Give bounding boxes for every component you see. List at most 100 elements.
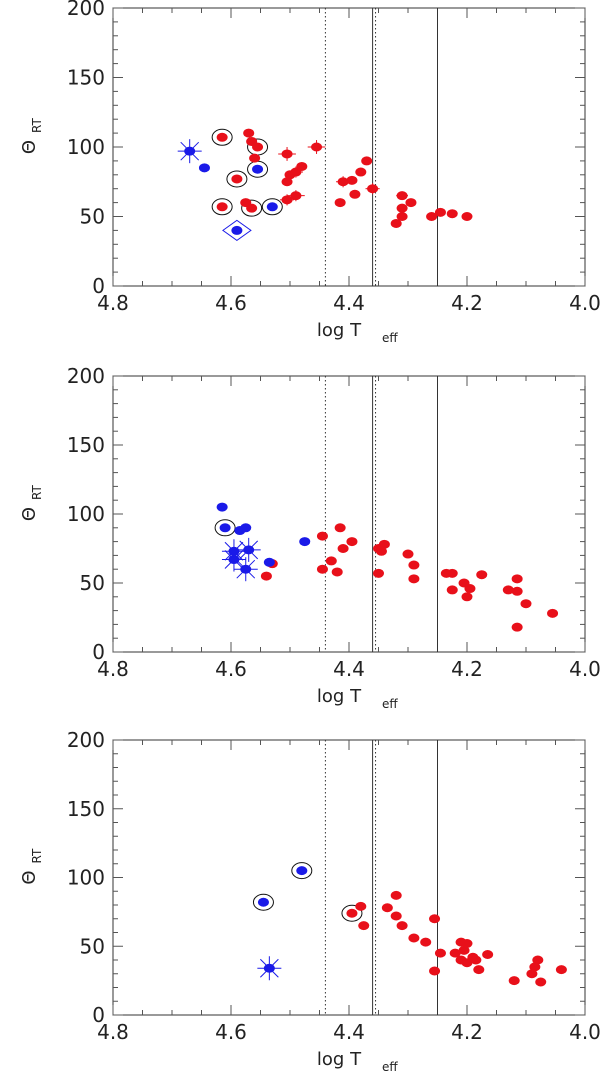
data-point [429, 966, 441, 976]
data-point [260, 571, 272, 581]
data-point [216, 132, 228, 142]
data-point [408, 933, 420, 943]
data-point [446, 209, 458, 219]
circle-marker [341, 904, 363, 922]
y-tick-label: 150 [67, 797, 105, 821]
data-point [461, 939, 473, 948]
y-axis-title-sub: RT [30, 848, 44, 863]
data-point [476, 570, 488, 580]
data-point [361, 156, 373, 166]
data-point [446, 568, 458, 578]
data-point [337, 177, 349, 187]
data-point [316, 564, 328, 574]
y-tick-label: 200 [67, 364, 105, 388]
data-point [555, 965, 567, 975]
data-point [511, 586, 523, 596]
y-axis-title: Θ [19, 870, 40, 884]
y-tick-label: 200 [67, 0, 105, 20]
data-point [426, 212, 438, 221]
y-axis-title-group: Θ RT [19, 118, 44, 155]
data-point [252, 142, 264, 152]
x-tick-label: 4.8 [97, 291, 129, 315]
circle-marker [252, 893, 274, 911]
data-point [257, 897, 269, 907]
y-axis-title-group: Θ RT [19, 485, 44, 522]
y-tick-label: 100 [67, 866, 105, 890]
data-point [473, 965, 485, 975]
y-axis-title-sub: RT [30, 118, 44, 133]
data-point [290, 191, 302, 201]
x-tick-label: 4.2 [451, 1020, 483, 1044]
data-point [547, 608, 559, 618]
data-point [390, 890, 402, 900]
data-point [367, 184, 379, 194]
data-point [408, 574, 420, 584]
data-point [240, 564, 252, 574]
data-point [429, 914, 441, 924]
y-tick-label: 200 [67, 728, 105, 752]
data-point [420, 937, 432, 947]
data-point [461, 592, 473, 602]
panel-3: 4.8 4.6 4.4 4.2 4.0 0 50 100 150 200 log T eff Θ RT [19, 728, 600, 1074]
data-point [263, 963, 275, 973]
data-point [311, 142, 323, 152]
y-tick-label: 50 [80, 571, 105, 595]
data-point [219, 523, 231, 533]
data-point [337, 544, 349, 553]
data-point [316, 531, 328, 541]
x-tick-label: 4.0 [569, 291, 600, 315]
data-point [526, 969, 538, 979]
circle-marker [226, 170, 248, 188]
data-point [373, 568, 384, 578]
y-tick-label: 50 [80, 205, 105, 229]
x-tick-label: 4.0 [569, 1020, 600, 1044]
y-tick-label: 0 [92, 274, 105, 298]
x-tick-label: 4.2 [451, 291, 483, 315]
x-tick-label: 4.8 [97, 1020, 129, 1044]
data-point [216, 202, 228, 212]
data-point [408, 560, 420, 570]
y-axis-title: Θ [19, 140, 40, 154]
data-point [396, 203, 408, 213]
circle-marker [261, 198, 283, 216]
data-point [266, 202, 278, 212]
data-point [402, 549, 414, 559]
data-point [296, 866, 308, 876]
data-point [529, 962, 541, 972]
data-point [464, 584, 476, 594]
data-point [334, 523, 346, 533]
data-point [263, 557, 275, 567]
data-point [434, 207, 446, 217]
data-point [470, 955, 482, 965]
x-tick-label: 4.2 [451, 657, 483, 681]
plot-frame [112, 739, 586, 1016]
data-point [231, 174, 243, 184]
data-point [502, 585, 514, 595]
y-axis-title-group: Θ RT [19, 848, 44, 885]
data-point [449, 948, 461, 958]
y-tick-label: 0 [92, 640, 105, 664]
data-point [281, 195, 293, 205]
x-tick-label: 4.4 [333, 291, 365, 315]
data-point [355, 167, 367, 177]
data-point [520, 599, 532, 609]
circle-marker [211, 128, 233, 146]
data-point [334, 198, 346, 208]
data-point [375, 546, 387, 556]
data-point [252, 164, 264, 174]
data-point [405, 198, 417, 208]
data-point [243, 128, 255, 138]
data-point [246, 203, 258, 213]
data-point [358, 921, 370, 931]
x-tick-label: 4.6 [215, 657, 247, 681]
x-axis-title-sub: eff [382, 331, 398, 345]
x-axis-title: log T [317, 1049, 362, 1070]
data-point [184, 146, 196, 156]
data-point [390, 218, 402, 228]
data-point [346, 175, 358, 185]
y-tick-label: 150 [67, 66, 105, 90]
data-point [508, 976, 520, 986]
data-point [281, 177, 293, 187]
data-point [299, 537, 311, 547]
data-point [532, 955, 544, 965]
